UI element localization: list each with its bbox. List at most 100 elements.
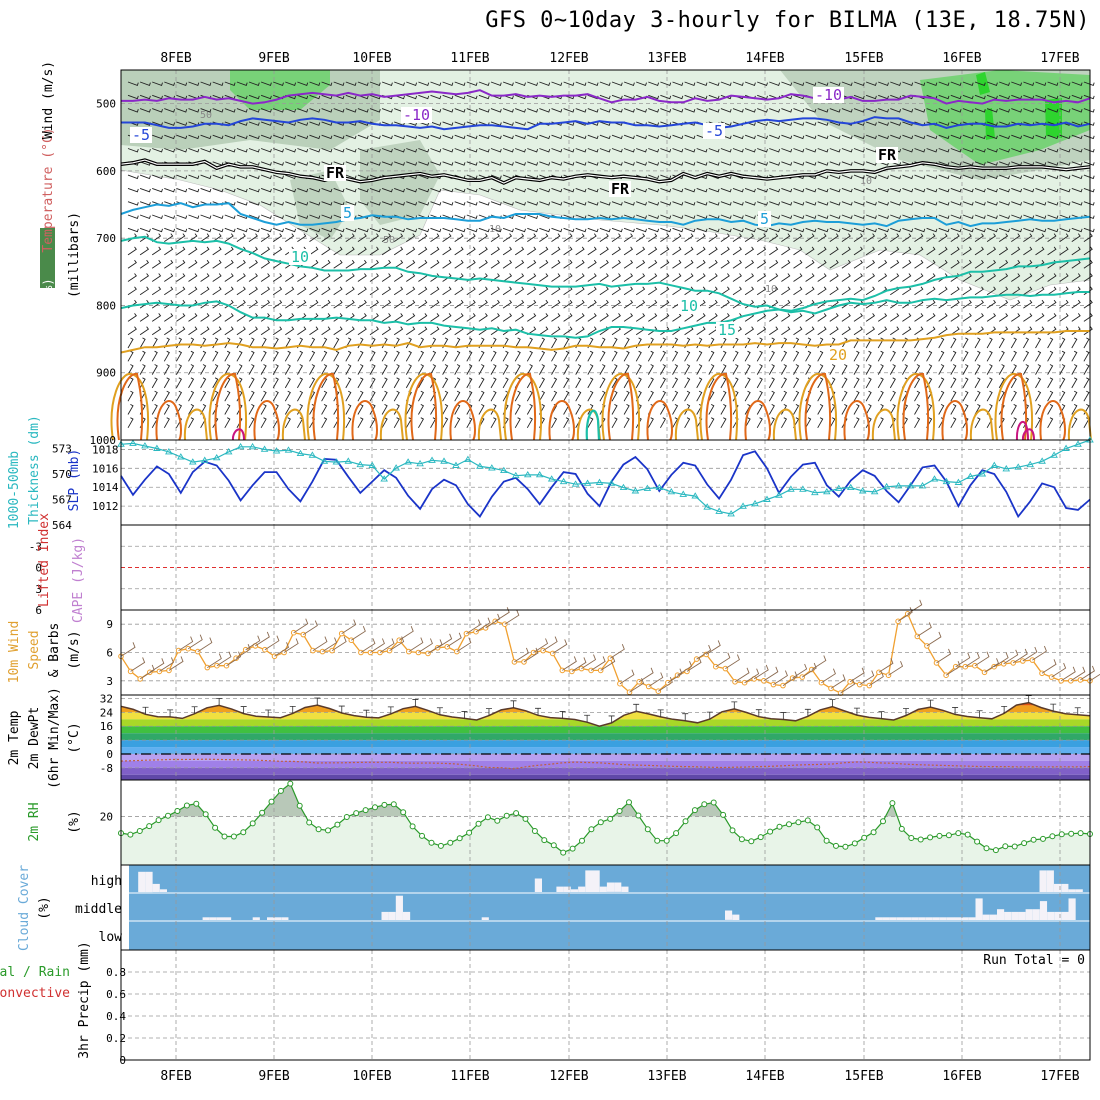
wind-barb: [1035, 94, 1047, 100]
wind-barb: [514, 364, 521, 375]
cloud-bar-middle: [961, 917, 969, 920]
temp2m-axis-label: 2m DewPt: [27, 707, 42, 770]
wind-barb: [1047, 134, 1059, 140]
wind-barb: [1047, 214, 1059, 219]
wind-barb: [962, 337, 969, 349]
thickness-marker: [679, 490, 688, 497]
wind-barb: [926, 227, 938, 233]
wind-barb: [744, 299, 755, 309]
wind-barb: [744, 246, 755, 256]
wind-barb-10m: [216, 651, 232, 667]
wind-barb: [865, 259, 876, 269]
wind-barb: [974, 404, 981, 415]
rh2m-marker: [870, 829, 877, 836]
wind-barb: [599, 201, 611, 206]
wind-barb: [321, 390, 328, 402]
wind-barb: [406, 94, 418, 100]
minmax-marker: [780, 712, 787, 720]
wind-barb: [188, 377, 195, 389]
wind-barb: [490, 227, 502, 233]
wind-barb: [151, 259, 162, 269]
wind-barb: [1047, 377, 1054, 389]
wind-barb: [1071, 299, 1081, 309]
wind-barb: [176, 214, 188, 219]
wind-barb: [321, 148, 333, 153]
wind-barb: [527, 201, 539, 206]
wind-barb: [1059, 94, 1071, 100]
wind-barb: [708, 390, 715, 402]
temp-tick-label: 8: [106, 734, 113, 747]
thickness-tick-label: 570: [52, 468, 72, 481]
warm-contour: [969, 408, 994, 441]
wind-barb: [1011, 286, 1021, 296]
wind-barb: [527, 313, 537, 322]
wind-barb: [660, 350, 667, 362]
wind-barb: [405, 377, 412, 389]
wind-barb: [164, 227, 176, 233]
wind-barb: [1059, 201, 1071, 206]
thickness-marker: [1014, 463, 1023, 470]
wind-barb: [357, 174, 369, 180]
wind-barb: [696, 214, 708, 219]
cloud-bar-high: [585, 870, 593, 892]
thickness-marker: [978, 470, 987, 477]
wind-barb: [1023, 350, 1030, 362]
wind-barb: [260, 161, 272, 166]
wind-barb: [248, 148, 260, 153]
wind-barb: [998, 299, 1009, 309]
wind-barb: [466, 390, 473, 402]
wind-barb: [1011, 233, 1021, 242]
wind-barb: [357, 161, 369, 166]
wind-barb: [466, 161, 478, 166]
wind-barb: [1059, 227, 1071, 233]
wind-barb: [950, 377, 957, 389]
wind-barb: [575, 134, 587, 140]
wind-barb: [188, 174, 200, 180]
wind-barb: [381, 201, 393, 206]
wind-barb: [139, 313, 150, 322]
wind-barb: [393, 364, 400, 375]
wind-barb: [369, 286, 379, 296]
wind-barb: [853, 148, 865, 153]
wind-barb: [708, 227, 720, 233]
wind-barb: [478, 259, 488, 269]
wind-barb: [152, 94, 163, 100]
wind-barb: [635, 350, 642, 362]
wind-barb-10m: [533, 638, 549, 653]
wind-barb: [284, 337, 291, 349]
wind-barb: [732, 273, 742, 282]
precip-tick-label: 0.2: [106, 1032, 126, 1045]
rh2m-marker: [277, 787, 284, 794]
isotherm-label: -10: [815, 86, 842, 104]
wind-barb: [430, 94, 442, 100]
temp-band: [121, 760, 1090, 768]
wind-barb: [890, 233, 900, 242]
wind-barb: [938, 148, 950, 153]
wind-barb: [285, 148, 297, 153]
wind-barb: [853, 174, 865, 180]
warm-contour: [1000, 372, 1028, 441]
rh2m-marker: [334, 821, 341, 828]
wind-barb: [393, 377, 400, 389]
wind-barb: [200, 364, 207, 375]
wind-barb: [309, 187, 321, 193]
wind-barb: [623, 350, 630, 362]
wind-barb: [599, 390, 606, 402]
wind-barb: [466, 299, 476, 309]
thickness-marker: [823, 487, 831, 495]
wind-barb: [527, 227, 539, 233]
wind-barb: [369, 404, 376, 415]
wind-barb: [442, 134, 454, 140]
wind-barb: [684, 377, 691, 389]
wind-barb: [466, 174, 478, 180]
wind-barb: [926, 350, 933, 362]
wind-barb: [139, 81, 151, 86]
warm-contour: [941, 400, 968, 441]
wind-tick-label: 9: [106, 618, 113, 631]
wind-barb: [1059, 246, 1069, 256]
wind-barb: [781, 326, 791, 336]
wind-barb: [490, 364, 497, 375]
wind-barb: [914, 364, 921, 375]
wind-barb: [515, 187, 526, 193]
wind-barb: [1071, 108, 1083, 113]
